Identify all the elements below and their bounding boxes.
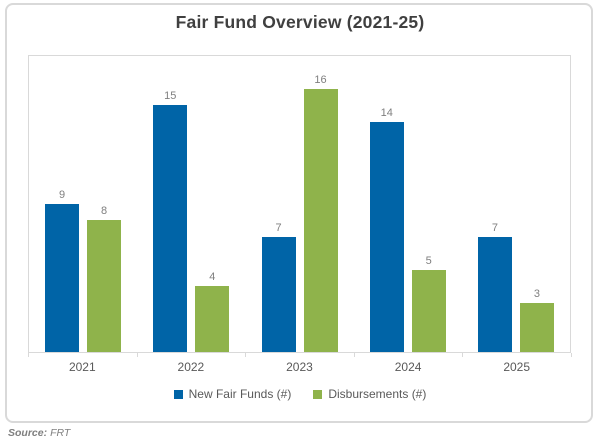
axis-tick	[462, 353, 464, 357]
chart-card	[5, 3, 593, 423]
bar-2024-Disbursements (#)	[411, 270, 446, 352]
bar-value-label: 16	[314, 74, 327, 86]
bar-2022-Disbursements (#)	[195, 286, 230, 352]
x-axis-label-2021: 2021	[68, 360, 96, 374]
legend-label: New Fair Funds (#)	[188, 387, 292, 401]
bar-2025-New Fair Funds (#)	[477, 237, 512, 352]
bar-value-label: 3	[533, 288, 540, 300]
legend-swatch	[313, 389, 323, 399]
source-caption: Source: FRT	[8, 427, 70, 439]
x-axis-label-2023: 2023	[286, 360, 313, 374]
plot-area: 9 8 15 4 7 16 14 5 7 3	[28, 55, 571, 353]
x-axis-label-2024: 2024	[394, 360, 422, 374]
bar-value-label: 7	[491, 222, 498, 234]
bar-2023-New Fair Funds (#)	[261, 237, 296, 352]
bar-wrap: 3	[519, 288, 554, 352]
legend-item: Disbursements (#)	[313, 387, 426, 401]
bar-2023-Disbursements (#)	[303, 89, 338, 352]
x-axis-label-2022: 2022	[177, 360, 205, 374]
chart-title: Fair Fund Overview (2021-25)	[175, 12, 425, 32]
bar-wrap: 5	[411, 255, 446, 352]
bar-2021-Disbursements (#)	[87, 220, 122, 352]
legend-label: Disbursements (#)	[328, 387, 427, 401]
axis-tick-row	[28, 353, 572, 358]
bar-value-label: 7	[275, 222, 282, 234]
bar-group-2022: 15 4	[137, 56, 245, 352]
bar-2022-New Fair Funds (#)	[153, 105, 188, 352]
bar-2024-New Fair Funds (#)	[369, 122, 404, 352]
legend-swatch	[173, 389, 183, 399]
axis-tick	[353, 353, 355, 357]
bar-wrap: 8	[87, 205, 122, 352]
bar-value-label: 4	[209, 271, 216, 283]
legend-item: New Fair Funds (#)	[173, 387, 292, 401]
axis-tick	[571, 353, 572, 357]
bar-wrap: 9	[45, 189, 80, 352]
bar-wrap: 4	[195, 271, 230, 352]
bar-value-label: 14	[380, 107, 393, 119]
legend: New Fair Funds (#) Disbursements (#)	[0, 386, 600, 402]
bar-wrap: 14	[369, 107, 404, 352]
x-axis-label-2025: 2025	[503, 360, 531, 374]
source-label: Source:	[8, 427, 48, 439]
bar-2025-Disbursements (#)	[519, 303, 554, 352]
axis-tick	[245, 353, 247, 357]
bar-group-2024: 14 5	[354, 56, 462, 352]
axis-tick	[136, 353, 138, 357]
bar-wrap: 15	[153, 90, 188, 352]
bar-wrap: 16	[303, 74, 338, 352]
bar-wrap: 7	[261, 222, 296, 352]
bar-value-label: 8	[101, 205, 108, 217]
x-axis-labels: 2021 2022 2023 2024 2025	[28, 360, 571, 375]
bar-wrap: 7	[477, 222, 512, 352]
source-value: FRT	[50, 427, 71, 439]
axis-tick	[28, 353, 29, 357]
bar-value-label: 5	[425, 255, 432, 267]
bar-2021-New Fair Funds (#)	[45, 204, 80, 352]
bar-group-2023: 7 16	[245, 56, 353, 352]
bar-value-label: 15	[164, 90, 177, 102]
bar-value-label: 9	[59, 189, 66, 201]
